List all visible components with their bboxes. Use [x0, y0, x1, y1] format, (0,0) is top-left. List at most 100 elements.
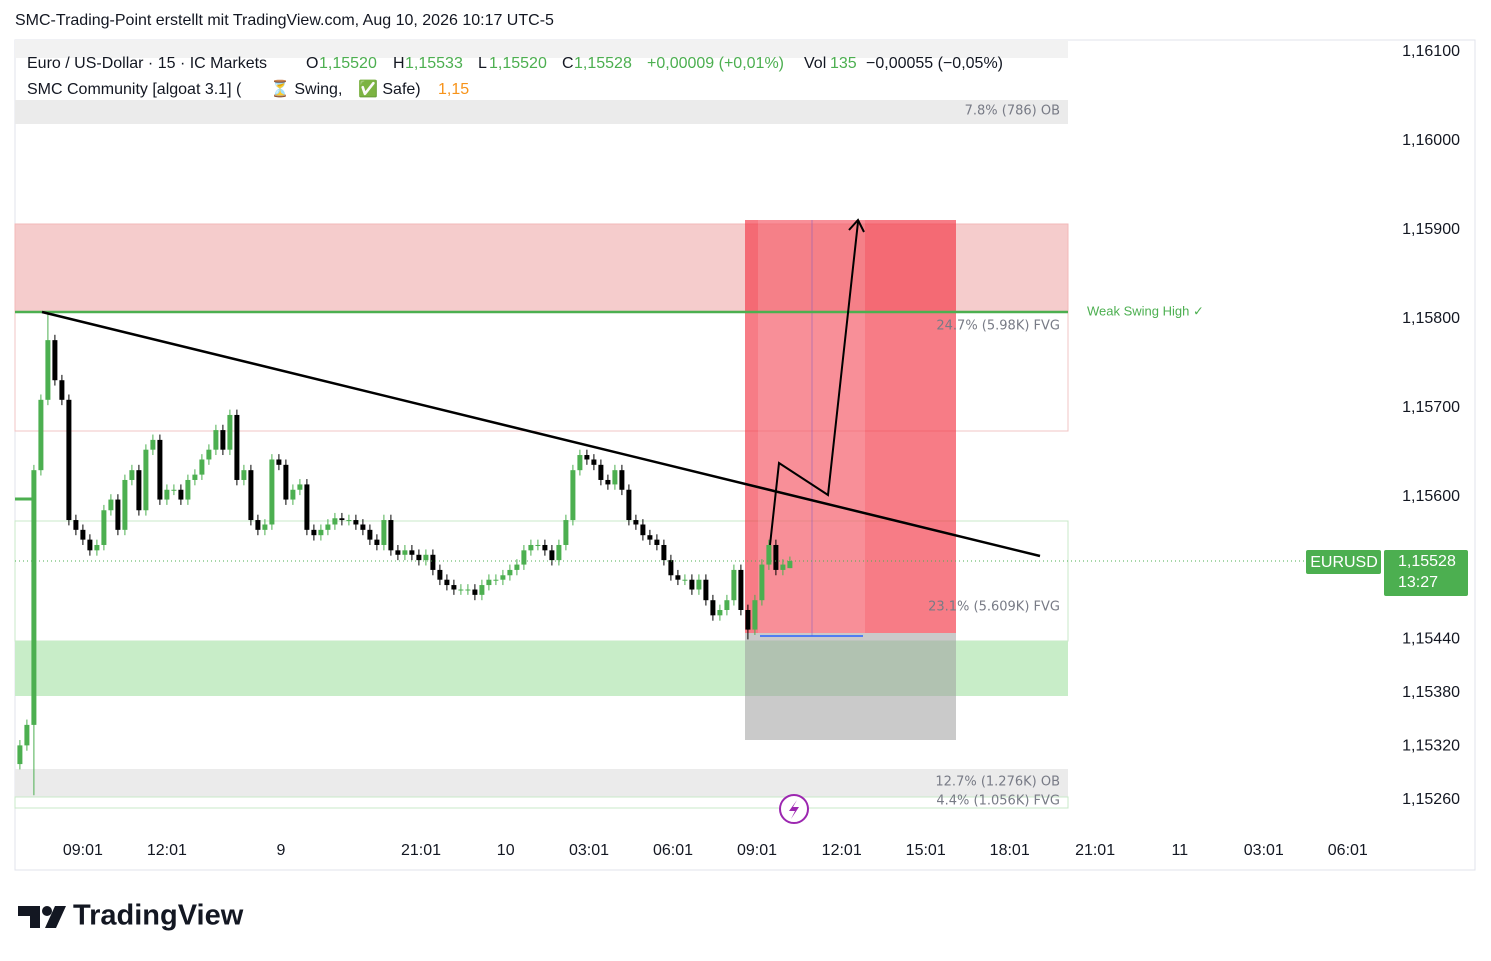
legend-label: L [478, 55, 487, 72]
candle-body [213, 430, 219, 450]
candle-body [87, 539, 93, 551]
zone-label: 12.7% (1.276K) OB [935, 775, 1060, 790]
candle-body [248, 470, 254, 521]
candle-body [52, 340, 58, 381]
zone-label: 23.1% (5.609K) FVG [928, 600, 1060, 615]
candle-body [17, 745, 23, 765]
candle-body [584, 455, 590, 460]
candle-body [24, 724, 30, 746]
y-tick-label: 1,15260 [1402, 791, 1460, 808]
candle-body [556, 544, 562, 561]
candle-body [605, 479, 611, 485]
candle-body [423, 554, 429, 561]
candle-body [297, 484, 303, 490]
logo-mark [18, 906, 40, 928]
candle-body [507, 569, 513, 576]
candle-body [206, 449, 212, 460]
indicator-value: 1,15 [438, 81, 469, 98]
candle-body [486, 579, 492, 586]
y-tick-label: 1,16000 [1402, 132, 1460, 149]
y-tick-label: 1,15900 [1402, 221, 1460, 238]
candle-body [150, 439, 156, 450]
legend-label: O [306, 55, 318, 72]
y-tick-label: 1,15440 [1402, 631, 1460, 648]
x-tick-label: 09:01 [63, 842, 103, 859]
candle-body [94, 544, 100, 551]
candle-body [458, 589, 464, 591]
candle-body [332, 518, 338, 525]
candle-body [689, 579, 695, 590]
x-tick-label: 11 [1171, 842, 1188, 859]
zone-label: 24.7% (5.98K) FVG [936, 319, 1060, 334]
zone [15, 100, 1068, 124]
candle-body [234, 414, 240, 480]
x-tick-label: 09:01 [737, 842, 777, 859]
legend-value: 1,15520 [489, 55, 547, 72]
candle-body [325, 524, 331, 530]
legend-change: +0,00009 (+0,01%) [647, 55, 784, 72]
indicator-setting: ⏳ Swing, [270, 79, 342, 98]
candle-body [31, 470, 37, 725]
candle-body [787, 561, 793, 569]
y-tick-label: 1,15320 [1402, 737, 1460, 754]
candle-body [395, 550, 401, 555]
candle-body [402, 550, 408, 555]
y-tick-label: 1,15380 [1402, 684, 1460, 701]
candle-body [535, 544, 541, 546]
candle-body [773, 544, 779, 570]
candles [15, 311, 1305, 796]
candle-body [101, 510, 107, 545]
candle-body [437, 569, 443, 580]
candle-body [192, 474, 198, 480]
y-tick-label: 1,16100 [1402, 43, 1460, 60]
countdown: 13:27 [1398, 574, 1438, 591]
zone [15, 769, 1068, 797]
candle-body [472, 589, 478, 595]
candle-body [136, 470, 142, 511]
candle-body [143, 449, 149, 511]
candle-body [703, 579, 709, 601]
symbol-tag [1306, 550, 1381, 574]
candle-body [199, 459, 205, 475]
candle-body [752, 600, 758, 630]
candle-body [178, 489, 184, 500]
candle-body [59, 380, 65, 400]
candle-body [619, 470, 625, 490]
event-icon-bolt [789, 800, 799, 819]
zones [14, 40, 1069, 809]
candle-body [115, 499, 121, 530]
zone [14, 796, 1069, 809]
candle-body [493, 579, 499, 581]
candle-body [521, 550, 527, 565]
x-tick-label: 10 [497, 842, 515, 859]
x-tick-label: 21:01 [1075, 842, 1115, 859]
candle-body [66, 399, 72, 521]
zone [15, 40, 1068, 58]
candle-body [220, 430, 226, 450]
x-tick-label: 03:01 [1244, 842, 1284, 859]
candle-body [171, 489, 177, 491]
candle-body [717, 610, 723, 616]
candle-body [710, 600, 716, 616]
legend-value: 1,15533 [405, 55, 463, 72]
candle-body [73, 520, 79, 530]
candle-body [339, 518, 345, 521]
x-tick-label: 06:01 [1328, 842, 1368, 859]
candle-body [444, 579, 450, 586]
candle-body [612, 470, 618, 485]
candle-body [549, 550, 555, 561]
logo-mark [45, 906, 66, 928]
candle-body [241, 470, 247, 480]
candle-body [675, 575, 681, 580]
candle-body [381, 520, 387, 545]
legend-value: 1,15520 [319, 55, 377, 72]
legend-value: 135 [830, 55, 857, 72]
candle-body [283, 464, 289, 500]
candle-body [255, 520, 261, 530]
candle-body [129, 470, 135, 480]
x-tick-label: 12:01 [147, 842, 187, 859]
x-tick-label: 9 [277, 842, 286, 859]
indicator-name: SMC Community [algoat 3.1] ( [27, 81, 242, 98]
candle-body [367, 529, 373, 540]
